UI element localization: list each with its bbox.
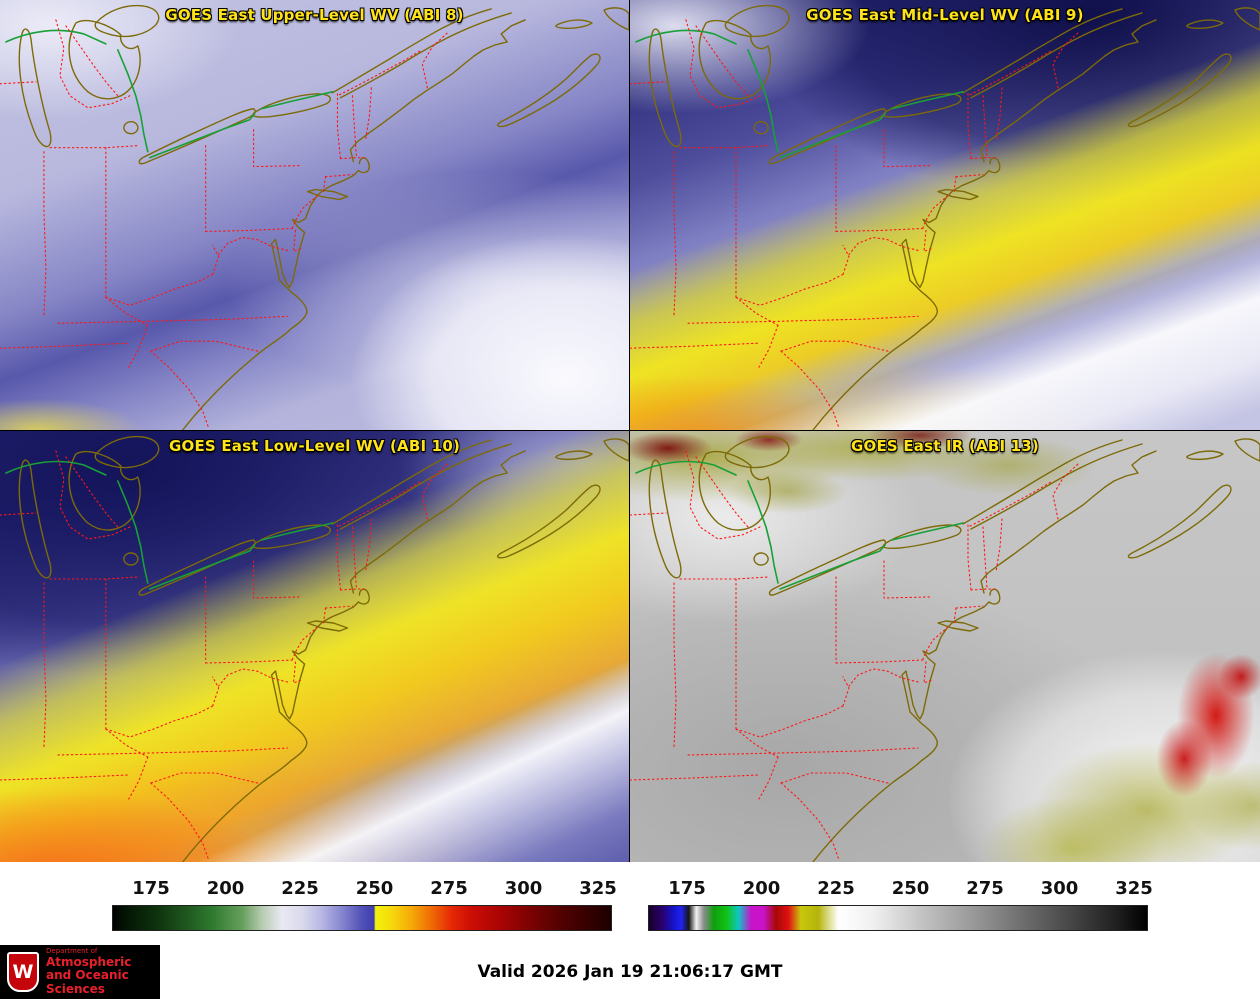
tick-label: 325 xyxy=(579,878,617,899)
panel-title-ir: GOES East IR (ABI 13) xyxy=(850,437,1039,455)
tick-label: 225 xyxy=(281,878,319,899)
uw-aos-logo: W Department of Atmospheric and Oceanic … xyxy=(0,945,160,999)
panel-title-low-level-wv: GOES East Low-Level WV (ABI 10) xyxy=(168,437,461,455)
footer: W Department of Atmospheric and Oceanic … xyxy=(0,945,1260,999)
tick-label: 200 xyxy=(742,878,781,899)
satellite-quadrant-grid: GOES East Upper-Level WV (ABI 8) GOES Ea… xyxy=(0,0,1260,862)
basemap-overlay xyxy=(630,435,1260,862)
tick-label: 175 xyxy=(668,878,706,899)
logo-line-atmospheric: Atmospheric xyxy=(46,954,132,969)
panel-ir: GOES East IR (ABI 13) xyxy=(630,431,1260,862)
panel-mid-level-wv: GOES East Mid-Level WV (ABI 9) xyxy=(630,0,1260,431)
panel-title-upper-level-wv: GOES East Upper-Level WV (ABI 8) xyxy=(165,6,464,24)
logo-dept-line: Department of xyxy=(46,946,98,955)
tick-label: 300 xyxy=(504,878,543,899)
panel-upper-level-wv: GOES East Upper-Level WV (ABI 8) xyxy=(0,0,630,431)
basemap-overlay xyxy=(0,4,629,430)
basemap-overlay xyxy=(630,4,1260,430)
wv-colorbar-ticks: 175 200 225 250 275 300 325 xyxy=(112,878,617,902)
tick-label: 250 xyxy=(891,878,930,899)
tick-label: 225 xyxy=(817,878,855,899)
colorbar-legend-row: 175 200 225 250 275 300 325 175 200 225 … xyxy=(0,862,1260,945)
tick-label: 325 xyxy=(1115,878,1153,899)
valid-timestamp: Valid 2026 Jan 19 21:06:17 GMT xyxy=(477,962,783,982)
tick-label: 275 xyxy=(430,878,468,899)
tick-label: 250 xyxy=(355,878,394,899)
ir-colorbar-gradient xyxy=(648,905,1148,931)
panel-low-level-wv: GOES East Low-Level WV (ABI 10) xyxy=(0,431,630,862)
basemap-overlay xyxy=(0,435,629,862)
tick-label: 300 xyxy=(1040,878,1079,899)
panel-title-mid-level-wv: GOES East Mid-Level WV (ABI 9) xyxy=(806,6,1084,24)
wv-colorbar: 175 200 225 250 275 300 325 xyxy=(112,878,617,931)
logo-line-oceanic: and Oceanic Sciences xyxy=(46,968,129,996)
tick-label: 200 xyxy=(206,878,245,899)
wv-colorbar-gradient xyxy=(112,905,612,931)
ir-colorbar-ticks: 175 200 225 250 275 300 325 xyxy=(648,878,1153,902)
tick-label: 275 xyxy=(966,878,1004,899)
uw-aos-logo-text: Department of Atmospheric and Oceanic Sc… xyxy=(46,946,153,996)
uw-crest-icon: W xyxy=(7,952,39,992)
tick-label: 175 xyxy=(132,878,170,899)
ir-colorbar: 175 200 225 250 275 300 325 xyxy=(648,878,1153,931)
